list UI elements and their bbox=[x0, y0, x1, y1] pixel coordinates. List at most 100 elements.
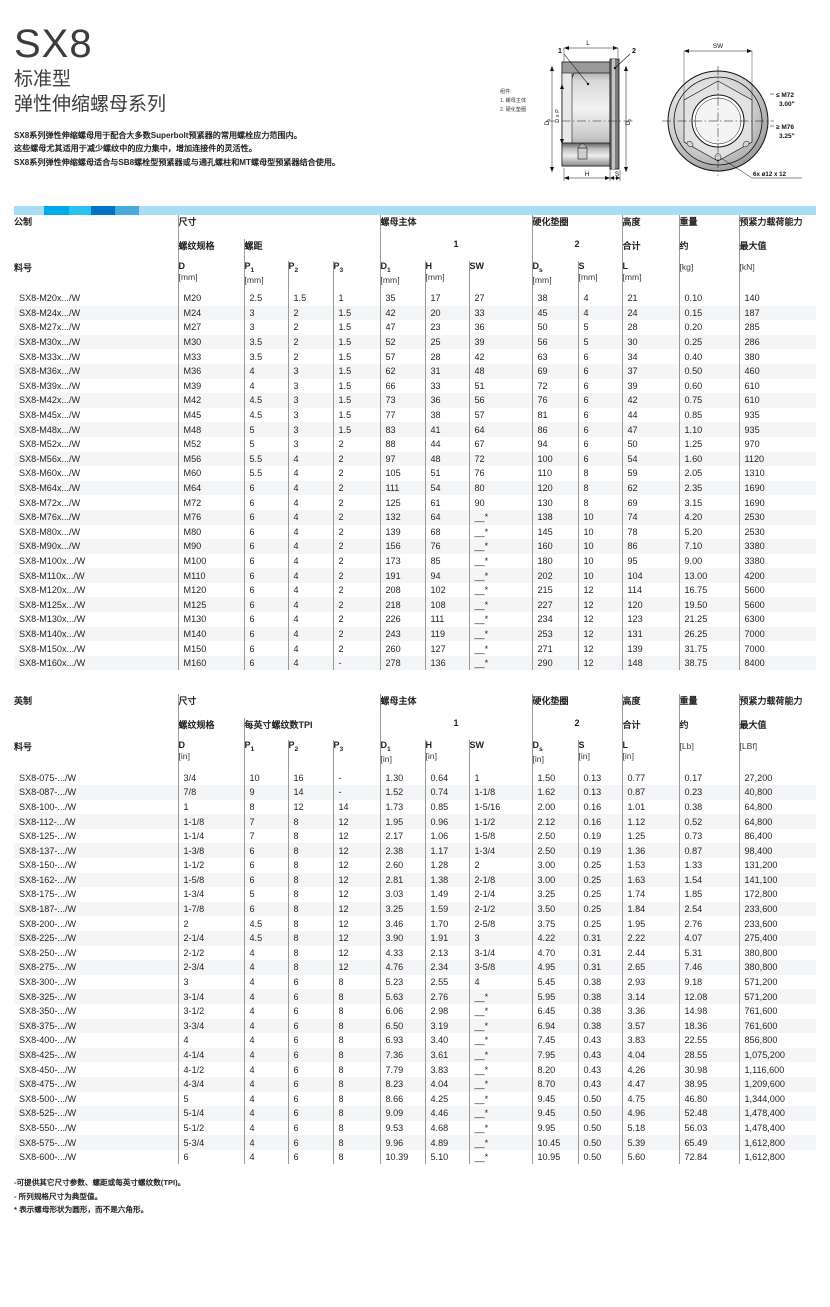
imperial-weight-group: 重量 bbox=[678, 694, 739, 719]
row-cell: 38 bbox=[531, 291, 578, 306]
row-cell: 132 bbox=[379, 509, 425, 525]
row-cell: 111 bbox=[424, 612, 469, 627]
row-part-number: SX8-M80x.../W bbox=[19, 526, 81, 537]
row-cell: 4 bbox=[287, 524, 333, 540]
metric-col-P2: P2 bbox=[288, 261, 299, 274]
row-cell: 0.60 bbox=[678, 378, 739, 394]
table-row: SX8-200-.../W 2 4.5 8 12 3.46 1.70 2-5/8 3.75 0.2… bbox=[14, 916, 816, 931]
row-cell: - bbox=[332, 785, 380, 800]
row-cell: 0.25 bbox=[577, 858, 622, 873]
row-cell: 2 bbox=[332, 612, 380, 627]
row-cell: 8 bbox=[577, 466, 622, 481]
row-cell: __* bbox=[468, 553, 532, 569]
imperial-height-group: 高度 bbox=[621, 694, 679, 719]
row-cell: 1.06 bbox=[424, 828, 469, 844]
table-row: SX8-175-.../W 1-3/4 5 8 12 3.03 1.49 2-1/4 3.25 0… bbox=[14, 887, 816, 902]
row-cell: 119 bbox=[424, 626, 469, 642]
row-part-number: SX8-150-.../W bbox=[19, 860, 77, 871]
row-cell: 0.19 bbox=[577, 843, 622, 858]
row-cell: 6 bbox=[287, 1076, 333, 1092]
row-cell: 2.17 bbox=[379, 828, 425, 844]
row-cell: M76 bbox=[177, 509, 244, 525]
row-cell: 275,400 bbox=[738, 930, 816, 946]
blue-bar-segment-2 bbox=[69, 206, 91, 215]
row-cell: 14.98 bbox=[678, 1003, 739, 1019]
row-cell: 61 bbox=[424, 495, 469, 510]
table-row: SX8-575-.../W 5-3/4 4 6 8 9.96 4.89 __* 10.45 0.5… bbox=[14, 1135, 816, 1150]
row-cell: 290 bbox=[531, 655, 578, 671]
row-cell: 4200 bbox=[738, 568, 816, 583]
row-cell: 3.25 bbox=[531, 887, 578, 902]
row-cell: 0.77 bbox=[621, 770, 679, 786]
row-cell: 380 bbox=[738, 349, 816, 364]
row-cell: 243 bbox=[379, 626, 425, 642]
row-cell: 100 bbox=[531, 451, 578, 467]
row-cell: 8 bbox=[332, 1120, 380, 1136]
row-part-number: SX8-450-.../W bbox=[19, 1064, 77, 1075]
row-cell: 1.38 bbox=[424, 872, 469, 888]
table-row: SX8-M20x.../W M20 2.5 1.5 1 35 17 27 38 4 21 0.10 14… bbox=[14, 291, 816, 306]
row-cell: 1.54 bbox=[678, 872, 739, 888]
row-cell: 2-1/2 bbox=[177, 945, 244, 961]
table-row: SX8-M39x.../W M39 4 3 1.5 66 33 51 72 6 39 0.60 610 bbox=[14, 378, 816, 394]
row-cell: 105 bbox=[379, 466, 425, 481]
row-cell: 1.12 bbox=[621, 814, 679, 829]
row-cell: 3.15 bbox=[678, 495, 739, 510]
row-cell: 227 bbox=[531, 597, 578, 613]
row-cell: __* bbox=[468, 1033, 532, 1048]
row-cell: 86 bbox=[531, 422, 578, 437]
row-cell: 4 bbox=[287, 509, 333, 525]
imperial-washer-number: 2 bbox=[531, 718, 622, 741]
row-cell: 2 bbox=[468, 858, 532, 873]
row-cell: 9.53 bbox=[379, 1120, 425, 1136]
row-cell: 14 bbox=[287, 785, 333, 800]
row-cell: 1.84 bbox=[621, 901, 679, 917]
row-cell: 173 bbox=[379, 553, 425, 569]
row-cell: 8.23 bbox=[379, 1076, 425, 1092]
row-cell: __* bbox=[468, 1076, 532, 1092]
row-part-number: SX8-M20x.../W bbox=[19, 293, 81, 304]
row-cell: 12 bbox=[332, 858, 380, 873]
row-part-number: SX8-M125x.../W bbox=[14, 597, 178, 613]
technical-drawing: 组件: 1. 螺母主体 2. 硬化垫圈 bbox=[500, 26, 810, 191]
row-cell: 3.57 bbox=[621, 1018, 679, 1034]
row-cell: __* bbox=[468, 1062, 532, 1077]
imperial-preload-max-label: 最大值 bbox=[738, 718, 816, 741]
row-cell: 1 bbox=[177, 799, 244, 815]
row-cell: 74 bbox=[621, 509, 679, 525]
table-row: SX8-300-.../W 3 4 6 8 5.23 2.55 4 5.45 0.38 2.93 9.… bbox=[14, 974, 816, 990]
row-cell: 139 bbox=[379, 524, 425, 540]
metric-pitch-label: 螺距 bbox=[243, 239, 380, 261]
table-row: SX8-M52x.../W M52 5 3 2 88 44 67 94 6 50 1.25 970 bbox=[14, 436, 816, 452]
metric-col-D: D bbox=[178, 261, 186, 271]
row-cell: __* bbox=[468, 1003, 532, 1019]
row-part-number: SX8-275-.../W bbox=[14, 960, 178, 975]
row-cell: 6 bbox=[287, 1033, 333, 1048]
metric-preload-group: 预紧力载荷能力 bbox=[738, 215, 816, 239]
row-cell: 94 bbox=[424, 568, 469, 583]
row-cell: 2.13 bbox=[424, 945, 469, 961]
row-cell: 187 bbox=[738, 305, 816, 321]
row-cell: 8 bbox=[332, 1149, 380, 1165]
metric-col-L-unit: [mm] bbox=[622, 272, 642, 282]
row-cell: 0.25 bbox=[678, 334, 739, 350]
row-cell: 3.25 bbox=[379, 901, 425, 917]
row-cell: 6 bbox=[177, 1149, 244, 1165]
table-row: SX8-M60x.../W M60 5.5 4 2 105 51 76 110 8 59 2.05 13… bbox=[14, 466, 816, 481]
dim-label-L: L bbox=[586, 40, 590, 47]
row-part-number: SX8-187-.../W bbox=[14, 901, 178, 917]
row-cell: 125 bbox=[379, 495, 425, 510]
row-cell: 6 bbox=[287, 1018, 333, 1034]
row-cell: 37 bbox=[621, 363, 679, 379]
drawing-legend: 组件: 1. 螺母主体 2. 硬化垫圈 bbox=[500, 88, 526, 115]
table-row: SX8-100-.../W 1 8 12 14 1.73 0.85 1-5/16 2.00 0.1… bbox=[14, 799, 816, 815]
row-cell: 6 bbox=[287, 1047, 333, 1063]
row-cell: 0.50 bbox=[577, 1135, 622, 1150]
row-cell: 0.31 bbox=[577, 960, 622, 975]
row-cell: 108 bbox=[424, 597, 469, 613]
row-cell: 6 bbox=[287, 1062, 333, 1077]
row-cell: 2.38 bbox=[379, 843, 425, 858]
row-cell: 64 bbox=[468, 422, 532, 437]
row-cell: M150 bbox=[177, 641, 244, 656]
row-cell: 2 bbox=[332, 553, 380, 569]
